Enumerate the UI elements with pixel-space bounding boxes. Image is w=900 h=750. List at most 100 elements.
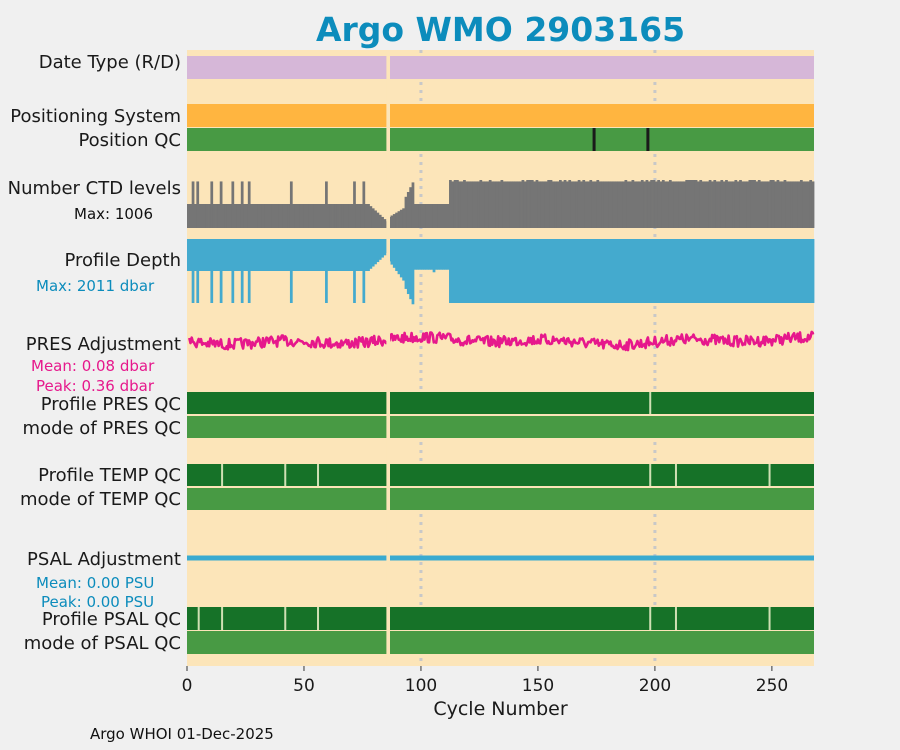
depth-bar xyxy=(650,239,653,303)
depth-bar xyxy=(516,239,520,303)
depth-bar xyxy=(322,239,326,271)
ctd-level-bar xyxy=(409,187,412,228)
depth-bar xyxy=(760,239,763,303)
ctd-level-bar xyxy=(236,204,239,228)
ctd-level-bar xyxy=(212,204,216,228)
label-mode-psal-qc: mode of PSAL QC xyxy=(23,633,181,654)
depth-bar xyxy=(652,239,656,303)
depth-bar xyxy=(764,239,768,303)
ctd-level-bar xyxy=(439,204,443,228)
depth-bar xyxy=(678,239,682,303)
depth-bar xyxy=(549,239,553,303)
ctd-level-bar xyxy=(580,181,583,228)
depth-bar xyxy=(570,239,574,303)
ctd-level-bar xyxy=(622,181,625,228)
depth-bar xyxy=(275,239,279,271)
ctd-level-bar xyxy=(795,181,799,228)
depth-bar xyxy=(257,239,260,271)
ctd-level-bar xyxy=(671,181,675,228)
ctd-level-bar xyxy=(477,181,480,228)
ctd-level-bar xyxy=(647,181,651,228)
depth-bar xyxy=(556,239,560,303)
ctd-level-bar xyxy=(449,180,452,228)
psal-qc-mark xyxy=(221,607,224,630)
depth-bar xyxy=(259,239,263,271)
depth-bar xyxy=(346,239,349,271)
profile-psal-qc-band xyxy=(187,607,814,630)
depth-bar xyxy=(289,239,293,303)
plot-background xyxy=(187,50,814,666)
ctd-level-bar xyxy=(760,181,763,228)
depth-bar xyxy=(776,239,780,303)
pres-peak-text: Peak: 0.36 dbar xyxy=(36,377,155,395)
depth-bar xyxy=(420,239,424,270)
ctd-level-bar xyxy=(727,181,731,228)
ctd-level-bar xyxy=(582,180,586,228)
ctd-level-bar xyxy=(811,181,815,228)
ctd-level-bar xyxy=(601,181,604,228)
ctd-level-bar xyxy=(224,204,228,228)
ctd-level-bar xyxy=(643,181,646,228)
depth-bar xyxy=(608,239,611,303)
ctd-level-bar xyxy=(722,181,726,228)
depth-bar xyxy=(479,239,483,303)
ctd-level-bar xyxy=(519,181,522,228)
depth-bar xyxy=(734,239,738,303)
ctd-level-bar xyxy=(355,204,359,228)
profile-pres-qc-band xyxy=(187,392,814,414)
ctd-level-bar xyxy=(369,206,373,228)
depth-bar xyxy=(287,239,291,271)
depth-bar xyxy=(706,239,710,303)
ctd-level-bar xyxy=(568,180,572,228)
depth-bar xyxy=(722,239,726,303)
label-profile-psal-qc: Profile PSAL QC xyxy=(41,609,181,630)
ctd-level-bar xyxy=(706,181,710,228)
depth-bar xyxy=(224,239,228,271)
ctd-level-bar xyxy=(750,180,754,228)
ctd-level-bar xyxy=(544,181,548,228)
depth-bar xyxy=(484,239,487,303)
depth-bar xyxy=(596,239,600,303)
depth-bar xyxy=(699,239,703,303)
ctd-level-bar xyxy=(219,181,223,228)
depth-bar xyxy=(402,239,405,281)
depth-bar xyxy=(778,239,782,303)
ctd-level-bar xyxy=(769,180,773,228)
depth-bar xyxy=(201,239,204,271)
ctd-level-bar xyxy=(343,204,347,228)
x-tick-label: 100 xyxy=(404,676,438,696)
ctd-level-bar xyxy=(289,181,293,228)
ctd-level-bar xyxy=(659,181,663,228)
ctd-level-bar xyxy=(573,181,576,228)
depth-bar xyxy=(465,239,469,303)
depth-bar xyxy=(442,239,445,270)
ctd-level-bar xyxy=(718,181,721,228)
depth-bar xyxy=(348,239,352,271)
depth-bar xyxy=(418,239,422,270)
ctd-level-bar xyxy=(558,180,562,228)
ctd-level-bar xyxy=(189,204,193,228)
ctd-level-bar xyxy=(650,180,653,228)
ctd-level-bar xyxy=(694,180,698,228)
ctd-level-bar xyxy=(254,204,258,228)
footer-text: Argo WHOI 01-Dec-2025 xyxy=(90,725,274,743)
depth-bar xyxy=(690,239,693,303)
depth-bar xyxy=(425,239,429,270)
depth-bar xyxy=(806,239,810,303)
ctd-level-bar xyxy=(778,181,782,228)
depth-bar xyxy=(505,239,508,303)
ctd-level-bar xyxy=(247,181,251,228)
ctd-level-bar xyxy=(792,181,796,228)
ctd-level-bar xyxy=(652,180,656,228)
depth-bar xyxy=(580,239,583,303)
depth-bar xyxy=(498,239,501,303)
depth-bar xyxy=(640,239,644,303)
label-profile-depth: Profile Depth xyxy=(64,250,181,271)
depth-bar xyxy=(741,239,745,303)
depth-bar xyxy=(430,239,434,270)
depth-bar xyxy=(367,239,370,271)
ctd-level-bar xyxy=(685,180,689,228)
depth-bar xyxy=(558,239,562,303)
depth-bar xyxy=(383,239,387,256)
depth-bar xyxy=(750,239,754,303)
